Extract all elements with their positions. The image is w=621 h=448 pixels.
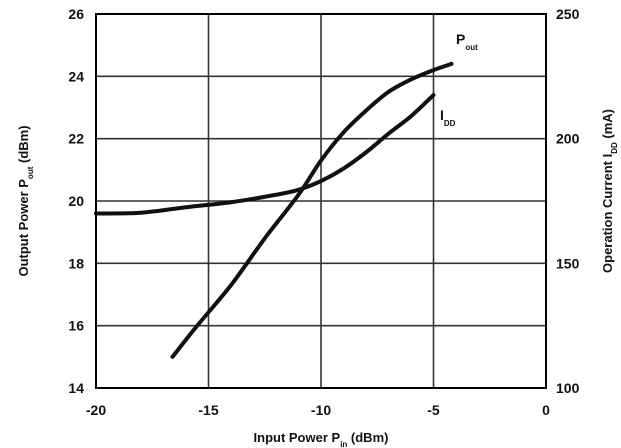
series-line-pout bbox=[170, 61, 454, 359]
y-left-tick-label: 16 bbox=[68, 318, 84, 334]
series-lines: Pout IDD bbox=[94, 31, 478, 359]
plot-frame bbox=[95, 13, 547, 389]
y-left-axis-label: Output Power Pout (dBm) bbox=[16, 125, 35, 276]
y-right-tick-label: 150 bbox=[556, 255, 580, 271]
y-left-tick-label: 26 bbox=[68, 6, 84, 22]
y-right-tick-label: 200 bbox=[556, 131, 580, 147]
y-left-tick-label: 18 bbox=[68, 255, 84, 271]
y-right-tick-label: 250 bbox=[556, 6, 580, 22]
series-line-idd bbox=[94, 93, 436, 216]
series-label-idd: IDD bbox=[440, 107, 456, 128]
x-tick-label: 0 bbox=[542, 402, 550, 418]
x-tick-label: -10 bbox=[311, 402, 331, 418]
y-left-tick-label: 20 bbox=[68, 193, 84, 209]
x-axis-label: Input Power Pin (dBm) bbox=[254, 430, 389, 448]
series-label-pout: Pout bbox=[456, 31, 478, 52]
y-left-tick-label: 22 bbox=[68, 131, 84, 147]
axis-labels: Input Power Pin (dBm) Output Power Pout (… bbox=[16, 109, 619, 448]
grid-lines bbox=[96, 14, 546, 388]
y-right-axis-label: Operation Current IDD (mA) bbox=[600, 109, 619, 273]
y-right-tick-label: 100 bbox=[556, 380, 580, 396]
y-left-tick-label: 24 bbox=[68, 68, 84, 84]
y-left-tick-label: 14 bbox=[68, 380, 84, 396]
x-tick-label: -15 bbox=[198, 402, 218, 418]
tick-labels: -20 -15 -10 -5 0 14 16 18 20 22 24 26 100 150 200 250 bbox=[68, 6, 579, 418]
x-tick-label: -20 bbox=[86, 402, 106, 418]
x-tick-label: -5 bbox=[427, 402, 440, 418]
